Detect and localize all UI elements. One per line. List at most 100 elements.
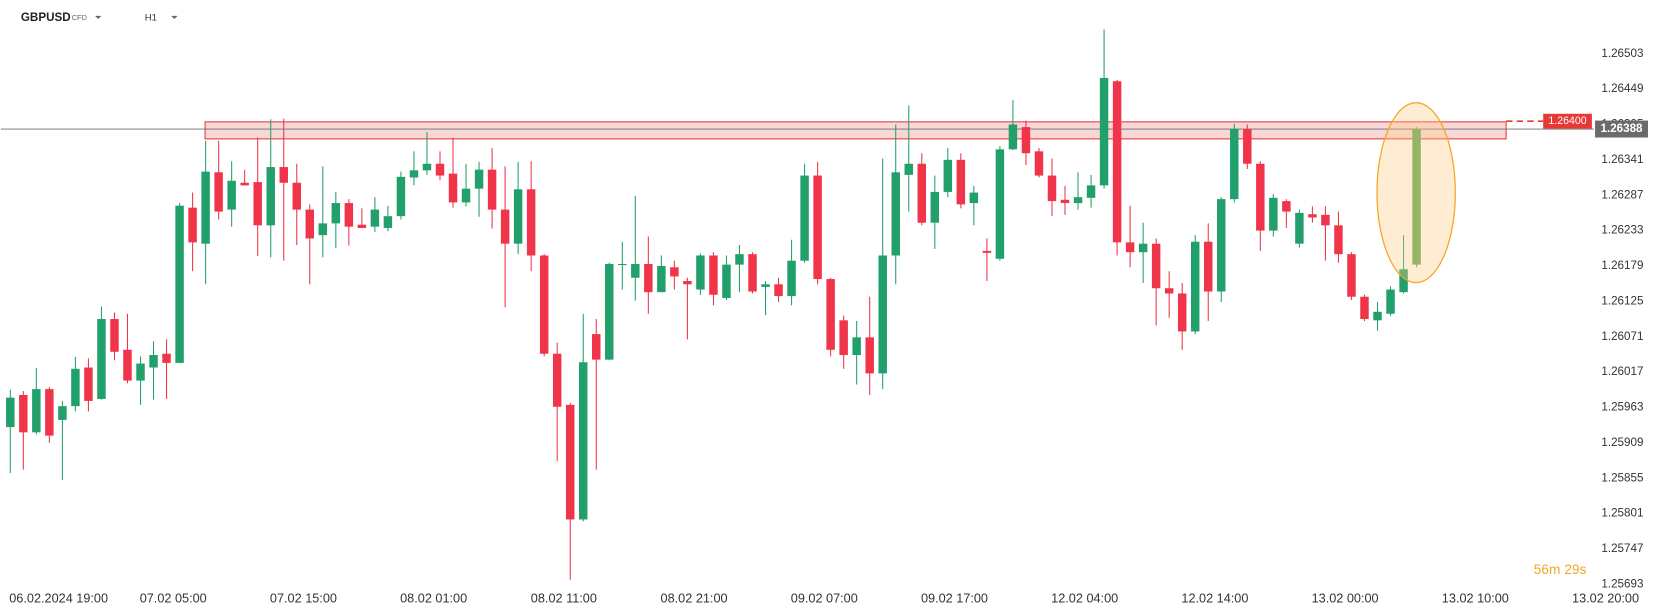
y-tick-label: 1.25909 xyxy=(1601,436,1643,449)
x-tick-label: 06.02.2024 19:00 xyxy=(9,592,108,606)
instrument-type: CFD xyxy=(72,13,87,22)
candle-body xyxy=(995,149,1005,259)
candle-body xyxy=(58,406,67,420)
y-tick-label: 1.26233 xyxy=(1601,224,1643,237)
candle-body xyxy=(1164,288,1174,294)
y-tick-label: 1.26287 xyxy=(1601,188,1643,201)
candle-body xyxy=(969,192,979,204)
candle-body xyxy=(279,167,288,183)
candle-body xyxy=(1190,241,1200,332)
candle-body xyxy=(1073,197,1083,204)
candle-body xyxy=(6,397,15,428)
last-price-label-bg xyxy=(1595,120,1648,138)
timeframe-dropdown[interactable] xyxy=(171,15,178,20)
candle-body xyxy=(1008,124,1018,150)
candle-body xyxy=(214,172,223,212)
candle-body xyxy=(917,163,927,223)
candle-body xyxy=(383,216,393,228)
candle-body xyxy=(578,362,588,520)
candle-body xyxy=(71,368,80,407)
candle-body xyxy=(1034,151,1044,176)
candle-body xyxy=(253,182,262,226)
candle-body xyxy=(1334,225,1343,255)
candle-body xyxy=(1086,185,1096,198)
x-tick-label: 08.02 21:00 xyxy=(661,592,728,606)
candle-body xyxy=(852,337,861,356)
candle-body xyxy=(1047,175,1057,202)
x-tick-label: 13.02 10:00 xyxy=(1442,592,1509,606)
candle-body xyxy=(1295,212,1304,244)
candle-body xyxy=(774,284,783,297)
candle-body xyxy=(800,175,809,261)
y-tick-label: 1.25855 xyxy=(1601,471,1643,484)
candle-body xyxy=(448,173,458,203)
candle-body xyxy=(722,264,731,299)
y-tick-label: 1.26125 xyxy=(1601,294,1643,307)
y-tick-label: 1.26503 xyxy=(1601,47,1643,60)
y-tick-label: 1.26017 xyxy=(1601,365,1643,378)
candle-body xyxy=(956,159,966,205)
x-tick-label: 12.02 04:00 xyxy=(1051,592,1118,606)
candle-body xyxy=(592,334,601,360)
candle-timer: 56m 29s xyxy=(1534,562,1587,577)
candle-body xyxy=(631,263,640,278)
candle-body xyxy=(474,169,484,189)
candle-body xyxy=(1230,129,1239,200)
x-tick-label: 08.02 11:00 xyxy=(531,592,597,606)
candle-body xyxy=(657,265,666,293)
y-tick-label: 1.25747 xyxy=(1601,542,1643,555)
candle-body xyxy=(826,279,835,350)
y-tick-label: 1.25693 xyxy=(1601,577,1643,590)
y-tick-label: 1.26449 xyxy=(1601,82,1643,95)
candle-body xyxy=(292,182,302,210)
candle-body xyxy=(552,353,562,407)
symbol[interactable]: GBPUSD xyxy=(21,11,71,24)
candle-body xyxy=(878,255,887,374)
candle-body xyxy=(1256,163,1265,231)
candle-body xyxy=(1373,311,1382,321)
candle-body xyxy=(370,209,380,227)
candle-body xyxy=(1347,254,1356,297)
candle-body xyxy=(1204,241,1213,292)
candle-body xyxy=(1269,197,1278,231)
candle-body xyxy=(813,175,822,280)
candle-body xyxy=(19,395,28,433)
plot-area: 1.265031.264491.263951.263411.262871.262… xyxy=(0,29,1648,606)
candle-body xyxy=(709,255,718,295)
candle-body xyxy=(1177,293,1187,332)
candle-body xyxy=(565,404,575,520)
y-tick-label: 1.25963 xyxy=(1601,401,1643,414)
candle-body xyxy=(618,263,627,266)
candle-body xyxy=(696,255,705,290)
candle-body xyxy=(201,171,210,244)
candle-body xyxy=(1360,296,1369,320)
candle-body xyxy=(266,167,275,226)
candle-body xyxy=(32,389,41,433)
timeframe[interactable]: H1 xyxy=(145,13,157,24)
candle-body xyxy=(891,172,900,256)
candle-body xyxy=(787,260,796,297)
candle-body xyxy=(162,353,171,363)
candle-body xyxy=(1282,201,1291,212)
candle-body xyxy=(839,320,848,356)
candle-body xyxy=(331,203,341,224)
candle-body xyxy=(487,169,497,210)
candle-body xyxy=(748,254,757,292)
y-tick-label: 1.26179 xyxy=(1601,259,1643,272)
last-price-label: 1.26388 xyxy=(1601,122,1644,135)
candle-body xyxy=(930,191,940,223)
candle-body xyxy=(175,205,184,363)
candle-body xyxy=(435,163,445,176)
candle-body xyxy=(670,267,679,277)
candle-body xyxy=(1099,77,1109,186)
candle-body xyxy=(1112,81,1122,243)
candle-body xyxy=(344,203,354,227)
highlight-ellipse xyxy=(1376,102,1456,284)
candle-body xyxy=(1151,243,1161,289)
candle-body xyxy=(1399,269,1408,293)
candle-body xyxy=(904,163,913,175)
candle-body xyxy=(526,189,536,256)
candle-body xyxy=(539,255,549,354)
symbol-dropdown[interactable] xyxy=(94,15,102,20)
